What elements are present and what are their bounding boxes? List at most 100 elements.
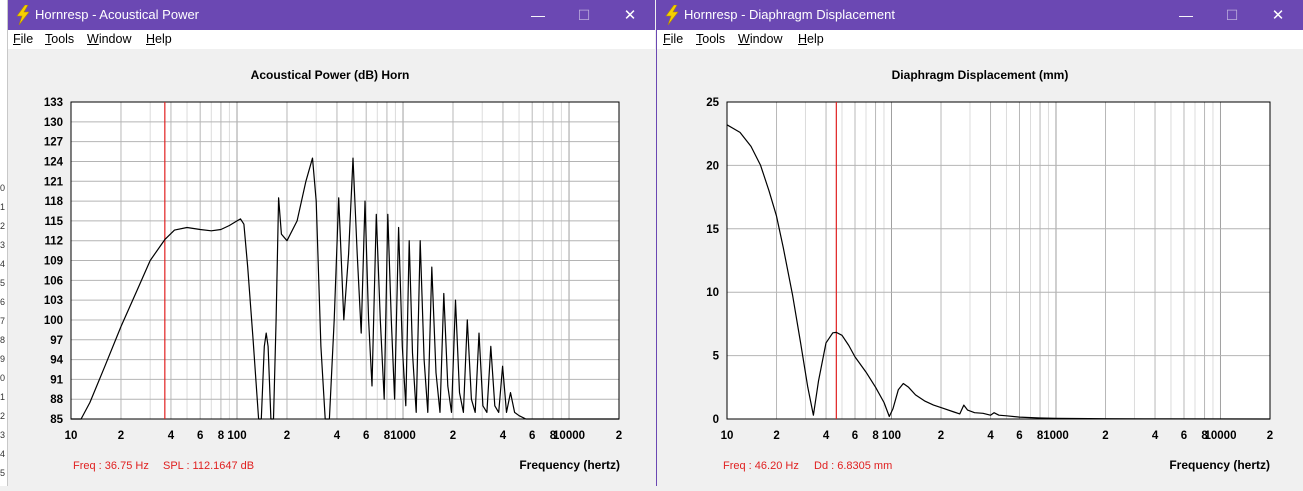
- x-tick-label: 6: [197, 430, 203, 442]
- minimize-button[interactable]: —: [531, 7, 545, 23]
- row-number: 2: [0, 411, 6, 421]
- y-tick-label: 10: [706, 287, 719, 299]
- x-tick-label: 100: [227, 430, 246, 442]
- menu-file[interactable]: File: [13, 32, 34, 46]
- menu-window[interactable]: Window: [738, 32, 783, 46]
- menu-window[interactable]: Window: [87, 32, 132, 46]
- row-number: 9: [0, 354, 6, 364]
- y-tick-label: 130: [44, 117, 63, 129]
- y-tick-label: 106: [44, 275, 63, 287]
- close-button[interactable]: ✕: [623, 7, 637, 24]
- row-number: 0: [0, 183, 6, 193]
- menu-help[interactable]: Help: [146, 32, 172, 46]
- x-tick-label: 2: [1267, 430, 1273, 442]
- x-tick-label: 2: [773, 430, 779, 442]
- y-tick-label: 91: [50, 374, 63, 386]
- x-tick-label: 2: [938, 430, 944, 442]
- menu-bar: File Tools Window Help: [8, 30, 655, 49]
- x-tick-label: 10: [65, 430, 78, 442]
- x-tick-label: 4: [334, 430, 341, 442]
- y-tick-label: 109: [44, 256, 63, 268]
- acoustical-power-window: Hornresp - Acoustical Power — ☐ ✕ File T…: [8, 0, 655, 486]
- x-axis-label: Frequency (hertz): [519, 458, 620, 472]
- y-tick-label: 85: [50, 414, 63, 426]
- x-tick-label: 8: [1037, 430, 1044, 442]
- title-bar[interactable]: Hornresp - Acoustical Power — ☐ ✕: [8, 0, 655, 30]
- x-tick-label: 10000: [1204, 430, 1236, 442]
- x-tick-label: 2: [284, 430, 290, 442]
- x-tick-label: 8: [384, 430, 391, 442]
- series-line: [71, 157, 619, 420]
- lightning-icon: [16, 5, 30, 25]
- row-number: 1: [0, 202, 6, 212]
- y-tick-label: 97: [50, 335, 63, 347]
- x-tick-label: 4: [500, 430, 507, 442]
- menu-bar: File Tools Window Help: [657, 30, 1303, 49]
- y-tick-label: 127: [44, 137, 63, 149]
- row-number: 4: [0, 449, 6, 459]
- maximize-button[interactable]: ☐: [1225, 6, 1239, 23]
- y-tick-label: 20: [706, 160, 719, 172]
- window-title: Hornresp - Acoustical Power: [35, 7, 200, 22]
- y-tick-label: 103: [44, 295, 63, 307]
- acoustical-power-chart[interactable]: Acoustical Power (dB) Horn Frequency (he…: [8, 49, 655, 486]
- y-tick-label: 133: [44, 97, 63, 109]
- y-tick-label: 5: [713, 351, 720, 363]
- row-number: 3: [0, 430, 6, 440]
- diaphragm-displacement-chart[interactable]: Diaphragm Displacement (mm) Frequency (h…: [657, 49, 1303, 486]
- x-axis-label: Frequency (hertz): [1169, 458, 1270, 472]
- row-number: 2: [0, 221, 6, 231]
- freq-readout: Freq : 46.20 Hz: [723, 460, 799, 472]
- plot-frame: [70, 101, 620, 420]
- x-tick-label: 10: [721, 430, 734, 442]
- menu-file[interactable]: File: [663, 32, 684, 46]
- x-tick-label: 8: [550, 430, 557, 442]
- row-number: 3: [0, 240, 6, 250]
- grid: [727, 102, 1270, 419]
- row-number: 5: [0, 278, 6, 288]
- x-tick-label: 4: [1152, 430, 1159, 442]
- x-tick-label: 8: [1201, 430, 1208, 442]
- row-number: 5: [0, 468, 6, 478]
- grid: [71, 102, 619, 419]
- y-tick-label: 25: [706, 97, 719, 109]
- x-tick-label: 4: [168, 430, 175, 442]
- chart-area: Acoustical Power (dB) Horn Frequency (he…: [8, 49, 655, 486]
- y-tick-label: 0: [713, 414, 719, 426]
- plot-background: [727, 102, 1270, 419]
- y-tick-label: 15: [706, 224, 719, 236]
- x-tick-label: 2: [616, 430, 622, 442]
- close-button[interactable]: ✕: [1271, 7, 1285, 24]
- y-tick-label: 94: [50, 355, 63, 367]
- x-tick-label: 1000: [390, 430, 416, 442]
- x-tick-label: 2: [450, 430, 456, 442]
- x-tick-label: 4: [987, 430, 994, 442]
- plot-frame: [726, 101, 1271, 420]
- background-spreadsheet-edge: 0 1 2 3 4 5 6 7 8 9 0 1 2 3 4 5: [0, 0, 8, 486]
- lightning-icon: [665, 5, 679, 25]
- y-tick-label: 124: [44, 156, 64, 168]
- menu-tools[interactable]: Tools: [696, 32, 726, 46]
- chart-area: Diaphragm Displacement (mm) Frequency (h…: [657, 49, 1303, 486]
- x-tick-label: 6: [363, 430, 369, 442]
- menu-help[interactable]: Help: [798, 32, 824, 46]
- x-tick-label: 6: [1016, 430, 1022, 442]
- x-tick-label: 100: [882, 430, 901, 442]
- title-bar[interactable]: Hornresp - Diaphragm Displacement — ☐ ✕: [657, 0, 1303, 30]
- x-tick-label: 6: [529, 430, 535, 442]
- x-tick-label: 10000: [553, 430, 585, 442]
- chart-title: Diaphragm Displacement (mm): [892, 68, 1069, 82]
- maximize-button[interactable]: ☐: [577, 6, 591, 23]
- y-tick-label: 112: [44, 236, 63, 248]
- menu-tools[interactable]: Tools: [45, 32, 75, 46]
- x-tick-label: 2: [118, 430, 124, 442]
- y-tick-label: 118: [44, 196, 63, 208]
- minimize-button[interactable]: —: [1179, 7, 1193, 23]
- x-tick-label: 8: [218, 430, 225, 442]
- x-tick-label: 1000: [1043, 430, 1069, 442]
- row-number: 1: [0, 392, 6, 402]
- x-tick-label: 4: [823, 430, 830, 442]
- x-tick-label: 2: [1102, 430, 1108, 442]
- row-number: 8: [0, 335, 6, 345]
- y-tick-label: 115: [44, 216, 63, 228]
